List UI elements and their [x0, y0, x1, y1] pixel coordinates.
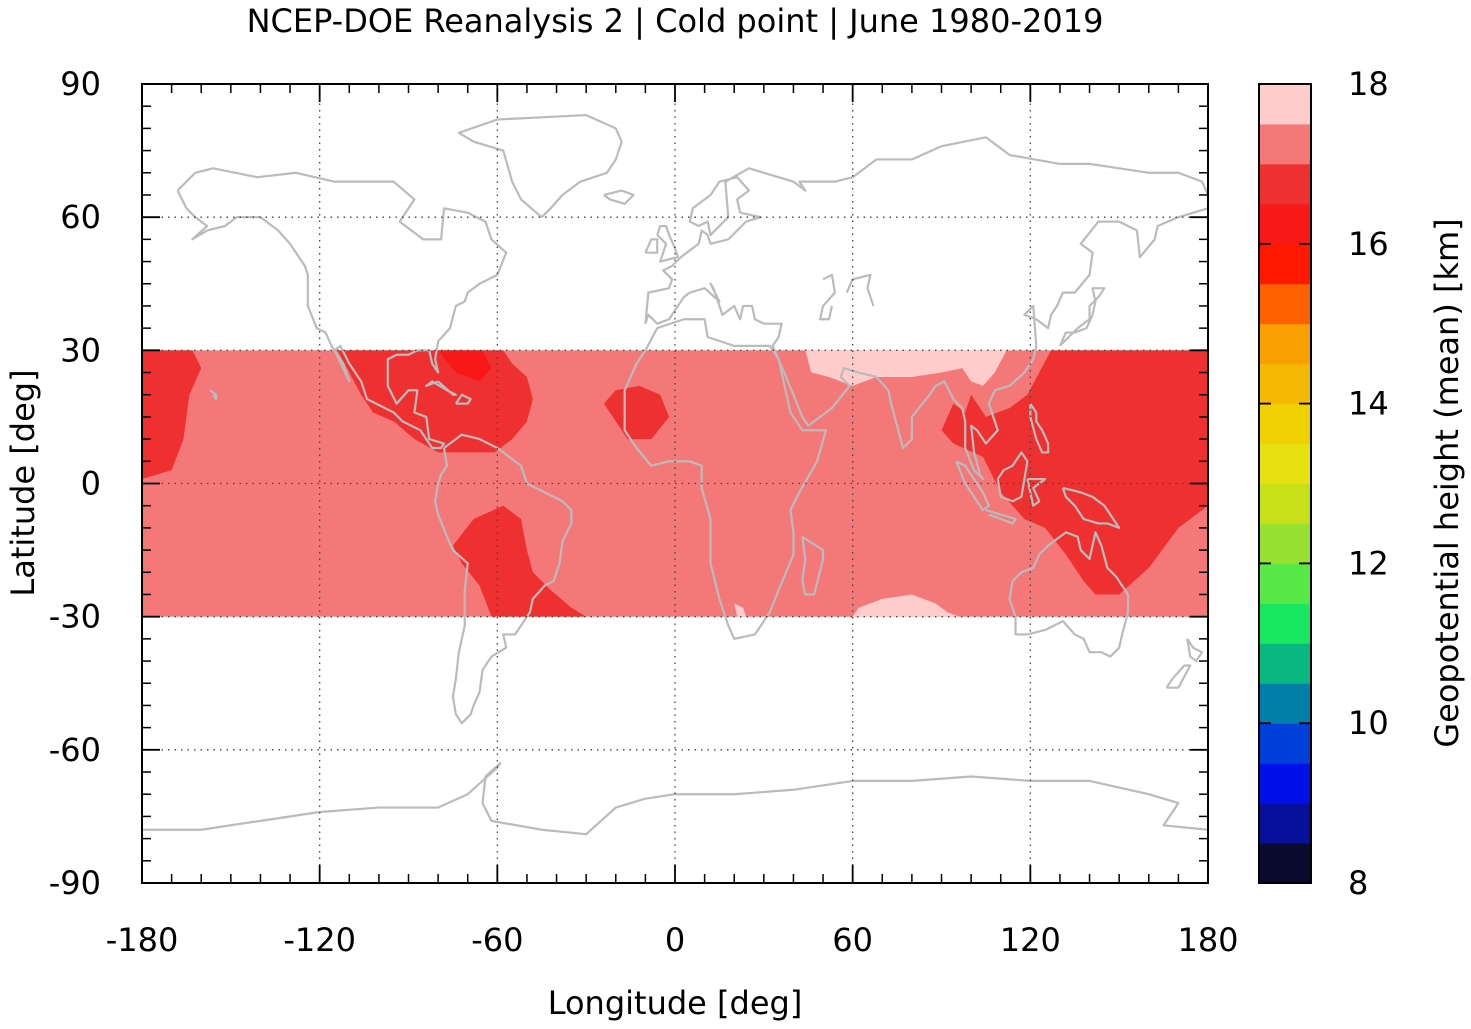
colorbar-tick-label: 18 [1348, 65, 1389, 103]
colorbar-swatch [1259, 123, 1311, 165]
coastline [434, 433, 573, 725]
colorbar-swatch [1259, 523, 1311, 564]
colorbar-swatch [1259, 363, 1311, 405]
colorbar-swatch [1259, 163, 1311, 205]
coastline [644, 238, 659, 254]
colorbar-tick-label: 12 [1348, 544, 1389, 582]
coastline [1186, 638, 1204, 663]
coastline [623, 318, 828, 640]
y-tick-label: 30 [60, 331, 101, 369]
minor-ticks [142, 84, 1208, 883]
coastline [996, 451, 1029, 503]
colorbar-swatch [1259, 483, 1311, 524]
colorbar-tick-label: 14 [1348, 385, 1389, 423]
coastline [209, 389, 218, 401]
colorbar-swatches [1259, 84, 1311, 884]
x-tick-label: -120 [283, 921, 356, 959]
colorbar-tick-label: 16 [1348, 225, 1389, 263]
coastlines [142, 113, 1210, 836]
chart-title: NCEP-DOE Reanalysis 2 | Cold point | Jun… [247, 2, 1104, 40]
coastline [1165, 664, 1192, 689]
coastline [818, 273, 837, 321]
y-tick-label: -60 [49, 731, 101, 769]
coastline [644, 207, 1209, 481]
coastline [457, 113, 623, 219]
coastline [1008, 531, 1130, 658]
y-axis-ticks: -90 -60 -30 0 30 60 90 [49, 65, 1208, 902]
coastline [425, 380, 457, 396]
coastline [142, 762, 1209, 836]
coastline [1058, 287, 1106, 347]
colorbar-swatch [1259, 683, 1311, 724]
colorbar-swatch [1259, 283, 1311, 325]
field-region [142, 350, 202, 480]
colorbar: 8 10 12 14 16 18 Geopotential height (mean) [… [1258, 65, 1466, 902]
colorbar-swatch [1259, 723, 1311, 764]
coastline [1061, 486, 1121, 529]
colorbar-swatch [1259, 403, 1311, 445]
colorbar-tick-label: 10 [1348, 704, 1389, 742]
coastline [176, 167, 508, 450]
x-tick-label: -60 [471, 921, 523, 959]
coastline [801, 535, 825, 596]
field-region [852, 594, 960, 617]
colorbar-swatch [1259, 603, 1311, 644]
colorbar-frame [1258, 83, 1312, 884]
colorbar-swatch [1259, 763, 1311, 804]
y-tick-label: 90 [60, 65, 101, 103]
coastline [454, 393, 472, 405]
colorbar-ticks: 8 10 12 14 16 18 [1259, 65, 1389, 902]
colorbar-swatch [1259, 843, 1311, 884]
field-region [603, 385, 670, 440]
coastline [1029, 402, 1050, 454]
colorbar-swatch [1259, 243, 1311, 285]
x-tick-label: 120 [1000, 921, 1061, 959]
colorbar-swatch [1259, 323, 1311, 365]
field-region [941, 350, 1208, 595]
colorbar-tick-label: 8 [1348, 864, 1368, 902]
x-tick-label: 0 [665, 921, 685, 959]
field-region [452, 505, 587, 617]
x-tick-label: 180 [1177, 921, 1238, 959]
colorbar-swatch [1259, 203, 1311, 245]
y-axis-label: Latitude [deg] [4, 369, 42, 596]
y-tick-label: -30 [49, 598, 101, 636]
plot-area [141, 83, 1210, 884]
colorbar-swatch [1259, 563, 1311, 604]
coastline [644, 136, 1210, 324]
coastline [985, 509, 1017, 525]
colorbar-swatch [1259, 643, 1311, 684]
y-tick-label: -90 [49, 864, 101, 902]
coastline [955, 460, 990, 512]
y-tick-label: 0 [81, 465, 101, 503]
coastline [656, 224, 680, 263]
grid-lines [142, 84, 1208, 883]
colorbar-label: Geopotential height (mean) [km] [1428, 218, 1466, 747]
x-tick-label: -180 [106, 921, 179, 959]
y-tick-label: 60 [60, 198, 101, 236]
coastline [845, 273, 875, 307]
colorbar-swatch [1259, 803, 1311, 844]
x-axis-label: Longitude [deg] [548, 984, 803, 1022]
x-axis-ticks: -180 -120 -60 0 60 120 180 [106, 84, 1239, 959]
colorbar-swatch [1259, 443, 1311, 484]
coastline [603, 189, 635, 205]
field-region [734, 603, 747, 617]
x-tick-label: 60 [832, 921, 873, 959]
field-region [805, 350, 1007, 386]
colorbar-swatch [1259, 84, 1311, 125]
field-region [438, 350, 492, 382]
